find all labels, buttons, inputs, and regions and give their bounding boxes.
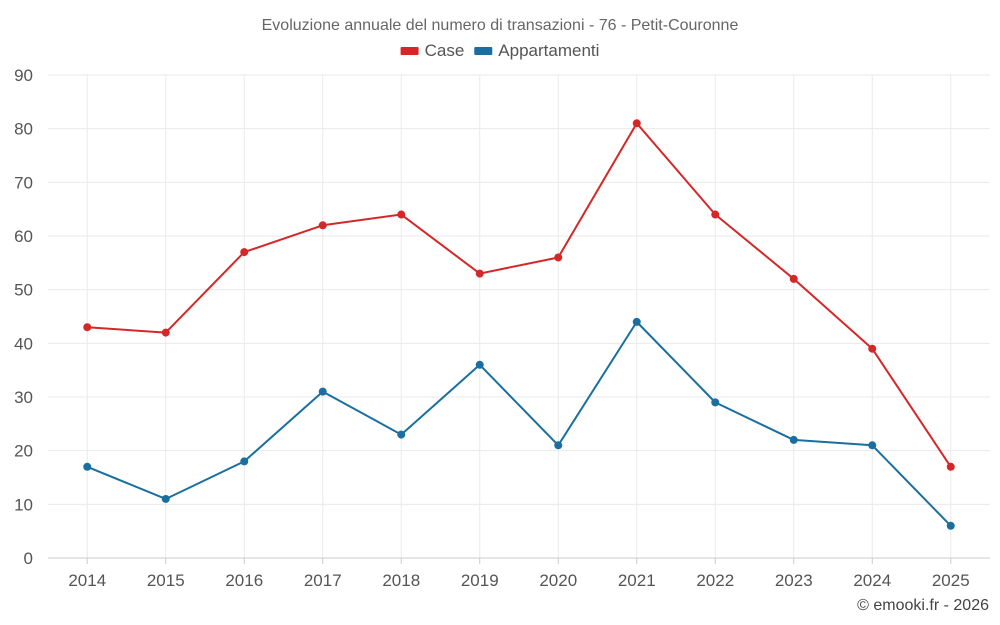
series-case (83, 119, 955, 470)
x-tick-label: 2023 (775, 571, 813, 590)
y-tick-label: 0 (24, 549, 33, 568)
y-tick-label: 60 (14, 227, 33, 246)
data-point-case[interactable] (162, 329, 170, 337)
data-point-appartamenti[interactable] (476, 361, 484, 369)
x-tick-label: 2021 (618, 571, 656, 590)
series-layer (83, 119, 955, 530)
legend-label: Appartamenti (498, 41, 599, 60)
data-point-case[interactable] (240, 248, 248, 256)
y-tick-label: 40 (14, 334, 33, 353)
y-tick-label: 70 (14, 173, 33, 192)
data-point-appartamenti[interactable] (868, 441, 876, 449)
legend-label: Case (425, 41, 465, 60)
data-point-case[interactable] (633, 119, 641, 127)
y-tick-label: 10 (14, 495, 33, 514)
data-point-case[interactable] (947, 463, 955, 471)
x-tick-label: 2016 (225, 571, 263, 590)
credit-text: © emooki.fr - 2026 (857, 597, 989, 614)
x-tick-label: 2019 (461, 571, 499, 590)
legend-item-case[interactable]: Case (401, 41, 465, 60)
y-tick-label: 50 (14, 281, 33, 300)
legend[interactable]: Case Appartamenti (401, 41, 600, 60)
x-tick-label: 2020 (539, 571, 577, 590)
series-line-case (87, 123, 951, 466)
x-tick-label: 2022 (696, 571, 734, 590)
y-tick-label: 20 (14, 442, 33, 461)
data-point-appartamenti[interactable] (240, 457, 248, 465)
data-point-appartamenti[interactable] (554, 441, 562, 449)
y-axis-ticks: 0 10 20 30 40 50 60 70 80 90 (14, 66, 33, 568)
data-point-appartamenti[interactable] (947, 522, 955, 530)
x-tick-label: 2025 (932, 571, 970, 590)
series-line-appartamenti (87, 322, 951, 526)
data-point-appartamenti[interactable] (633, 318, 641, 326)
x-tick-label: 2024 (853, 571, 891, 590)
legend-item-appartamenti[interactable]: Appartamenti (474, 41, 599, 60)
data-point-case[interactable] (319, 221, 327, 229)
data-point-appartamenti[interactable] (397, 431, 405, 439)
series-appartamenti (83, 318, 955, 530)
y-tick-label: 30 (14, 388, 33, 407)
data-point-appartamenti[interactable] (83, 463, 91, 471)
data-point-case[interactable] (554, 253, 562, 261)
data-point-case[interactable] (711, 211, 719, 219)
data-point-case[interactable] (83, 323, 91, 331)
legend-swatch (401, 47, 419, 55)
transactions-line-chart: Evoluzione annuale del numero di transaz… (0, 0, 1000, 625)
y-tick-label: 80 (14, 120, 33, 139)
x-tick-label: 2018 (382, 571, 420, 590)
y-tick-label: 90 (14, 66, 33, 85)
legend-swatch (474, 47, 492, 55)
x-tick-label: 2015 (147, 571, 185, 590)
gridlines (48, 75, 990, 558)
x-axis-ticks: 2014 2015 2016 2017 2018 2019 2020 2021 2022 2023… (68, 558, 969, 590)
data-point-appartamenti[interactable] (162, 495, 170, 503)
chart-title: Evoluzione annuale del numero di transaz… (262, 17, 739, 34)
data-point-appartamenti[interactable] (319, 388, 327, 396)
data-point-case[interactable] (397, 211, 405, 219)
data-point-case[interactable] (790, 275, 798, 283)
data-point-case[interactable] (476, 270, 484, 278)
data-point-appartamenti[interactable] (790, 436, 798, 444)
x-tick-label: 2014 (68, 571, 106, 590)
data-point-appartamenti[interactable] (711, 398, 719, 406)
x-tick-label: 2017 (304, 571, 342, 590)
data-point-case[interactable] (868, 345, 876, 353)
